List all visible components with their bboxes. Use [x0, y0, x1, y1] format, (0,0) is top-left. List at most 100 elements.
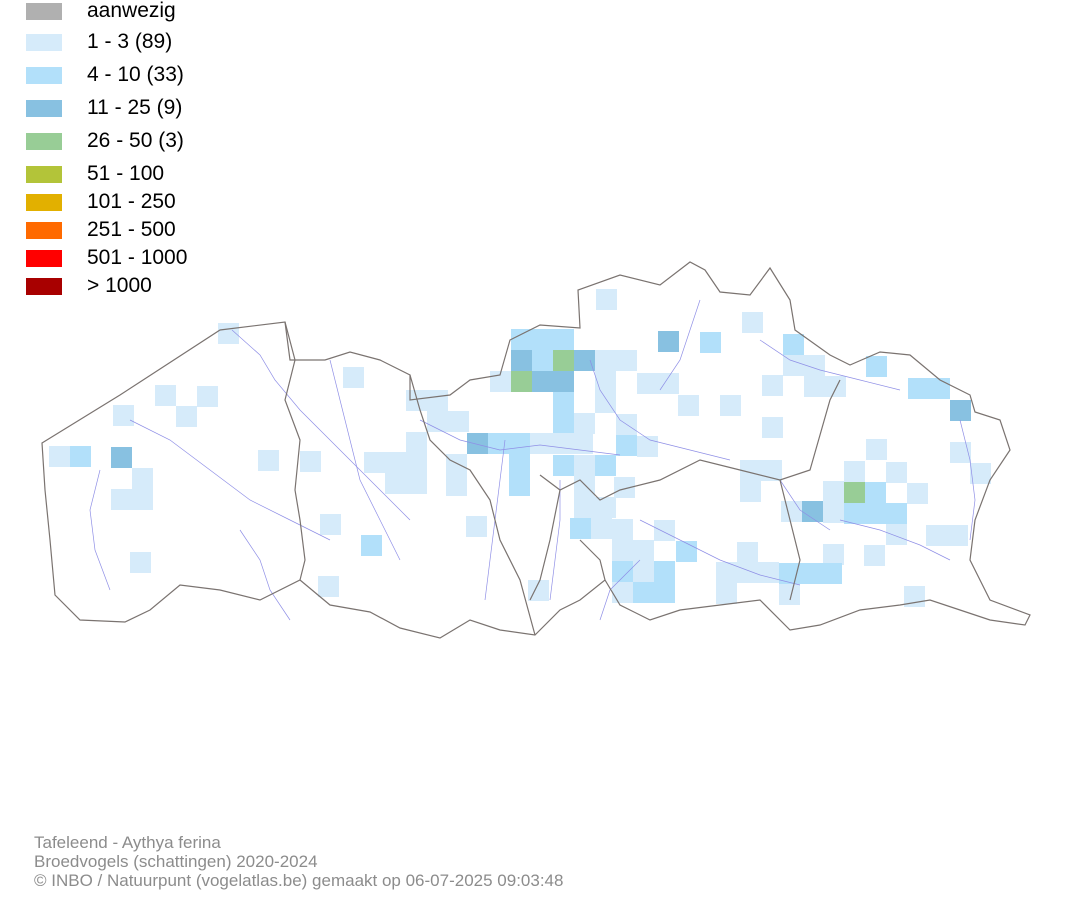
- province-border: [539, 379, 841, 501]
- occupancy-square: [926, 525, 947, 546]
- occupancy-square: [553, 392, 574, 413]
- occupancy-square: [595, 455, 616, 476]
- occupancy-square: [258, 450, 279, 471]
- occupancy-square: [761, 460, 782, 481]
- legend-swatch: [26, 100, 62, 117]
- occupancy-square: [300, 451, 321, 472]
- occupancy-square: [574, 455, 595, 476]
- occupancy-square: [155, 385, 176, 406]
- occupancy-square: [654, 520, 675, 541]
- occupancy-square: [466, 516, 487, 537]
- occupancy-square: [574, 413, 595, 434]
- legend-swatch: [26, 34, 62, 51]
- occupancy-square: [467, 433, 488, 454]
- occupancy-square: [446, 454, 467, 475]
- legend-label: 51 - 100: [87, 162, 165, 185]
- river-line: [89, 469, 111, 591]
- occupancy-square: [970, 463, 991, 484]
- occupancy-square: [574, 476, 595, 497]
- occupancy-square: [132, 489, 153, 510]
- map-legend: aanwezig 1 - 3 (89) 4 - 10 (33) 11 - 25 (9)…: [0, 0, 300, 300]
- river-line: [639, 519, 801, 586]
- occupancy-square: [595, 497, 616, 518]
- river-line: [759, 339, 901, 391]
- occupancy-square: [740, 481, 761, 502]
- river-line: [599, 559, 641, 621]
- occupancy-square: [130, 552, 151, 573]
- occupancy-square: [553, 371, 574, 392]
- legend-swatch: [26, 166, 62, 183]
- occupancy-square: [532, 350, 553, 371]
- occupancy-square: [700, 332, 721, 353]
- occupancy-square: [530, 433, 551, 454]
- province-border: [284, 321, 306, 581]
- occupancy-square: [802, 501, 823, 522]
- legend-label: 101 - 250: [87, 190, 176, 213]
- occupancy-square: [574, 497, 595, 518]
- river-line: [839, 519, 951, 561]
- flanders-distribution-map: [41, 261, 1031, 639]
- occupancy-square: [509, 433, 530, 454]
- occupancy-square: [678, 395, 699, 416]
- province-border: [779, 479, 801, 601]
- occupancy-square: [658, 331, 679, 352]
- legend-swatch: [26, 278, 62, 295]
- occupancy-square: [781, 501, 802, 522]
- occupancy-square: [509, 454, 530, 475]
- occupancy-square: [553, 329, 574, 350]
- occupancy-square: [320, 514, 341, 535]
- occupancy-square: [821, 563, 842, 584]
- occupancy-square: [553, 350, 574, 371]
- occupancy-square: [783, 334, 804, 355]
- occupancy-square: [176, 406, 197, 427]
- occupancy-square: [676, 541, 697, 562]
- river-line: [231, 329, 411, 521]
- occupancy-square: [361, 535, 382, 556]
- legend-swatch: [26, 222, 62, 239]
- occupancy-square: [446, 475, 467, 496]
- legend-swatch: [26, 133, 62, 150]
- occupancy-square: [511, 371, 532, 392]
- occupancy-square: [742, 312, 763, 333]
- occupancy-square: [758, 562, 779, 583]
- river-line: [589, 359, 731, 461]
- province-border: [529, 489, 561, 601]
- occupancy-square: [553, 413, 574, 434]
- occupancy-square: [886, 462, 907, 483]
- region-borders: [41, 261, 1031, 639]
- occupancy-square: [929, 378, 950, 399]
- copyright-note: © INBO / Natuurpunt (vogelatlas.be) gema…: [34, 871, 564, 890]
- occupancy-square: [886, 524, 907, 545]
- occupancy-square: [488, 433, 509, 454]
- province-border: [409, 374, 536, 636]
- occupancy-square: [950, 400, 971, 421]
- river-line: [129, 419, 331, 541]
- occupancy-square: [511, 350, 532, 371]
- occupancy-square: [907, 483, 928, 504]
- occupancy-square: [614, 477, 635, 498]
- occupancy-square: [804, 355, 825, 376]
- province-border: [579, 539, 606, 581]
- occupancy-square: [111, 489, 132, 510]
- occupancy-square: [385, 452, 406, 473]
- legend-label: 1 - 3 (89): [87, 30, 173, 53]
- occupancy-square: [49, 446, 70, 467]
- occupancy-square: [823, 481, 844, 502]
- occupancy-square: [111, 447, 132, 468]
- occupancy-square: [406, 432, 427, 453]
- occupancy-square: [637, 436, 658, 457]
- occupancy-square: [343, 367, 364, 388]
- occupancy-square: [318, 576, 339, 597]
- occupancy-square: [612, 582, 633, 603]
- legend-swatch: [26, 3, 62, 20]
- occupancy-square: [572, 433, 593, 454]
- occupancy-square: [509, 475, 530, 496]
- occupancy-square: [637, 373, 658, 394]
- occupancy-square: [427, 390, 448, 411]
- river-line: [549, 480, 561, 601]
- map-credits: Tafeleend - Aythya ferina Broedvogels (s…: [34, 833, 563, 890]
- river-line: [329, 359, 401, 561]
- occupancy-square: [823, 502, 844, 523]
- occupancy-square: [866, 356, 887, 377]
- legend-swatch: [26, 194, 62, 211]
